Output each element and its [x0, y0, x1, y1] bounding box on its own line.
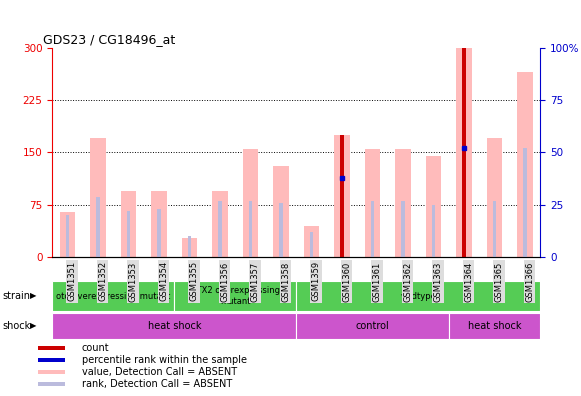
- Text: GSM1351: GSM1351: [67, 261, 77, 301]
- Text: rank, Detection Call = ABSENT: rank, Detection Call = ABSENT: [81, 379, 232, 389]
- Text: ▶: ▶: [30, 321, 37, 330]
- Text: GSM1357: GSM1357: [250, 261, 260, 302]
- Bar: [96, 196, 100, 257]
- Text: GSM1356: GSM1356: [220, 261, 229, 302]
- Bar: [518, 72, 533, 257]
- Text: GSM1363: GSM1363: [433, 261, 443, 302]
- Text: GSM1355: GSM1355: [189, 261, 199, 301]
- Text: otd overexpressing mutant: otd overexpressing mutant: [56, 291, 170, 301]
- Text: control: control: [356, 321, 389, 331]
- Bar: [188, 236, 191, 257]
- Bar: [462, 148, 466, 257]
- Text: GDS23 / CG18496_at: GDS23 / CG18496_at: [42, 33, 175, 46]
- Bar: [487, 139, 502, 257]
- Bar: [449, 313, 540, 339]
- Text: shock: shock: [3, 321, 31, 331]
- Text: heat shock: heat shock: [148, 321, 201, 331]
- Bar: [218, 201, 222, 257]
- Bar: [213, 191, 228, 257]
- Text: count: count: [81, 343, 109, 353]
- Text: GSM1360: GSM1360: [342, 261, 351, 302]
- Bar: [396, 149, 411, 257]
- Text: GSM1364: GSM1364: [464, 261, 473, 302]
- Bar: [426, 156, 441, 257]
- Bar: [296, 313, 449, 339]
- Bar: [274, 166, 289, 257]
- Bar: [38, 370, 65, 374]
- Bar: [401, 201, 405, 257]
- Bar: [365, 149, 380, 257]
- Bar: [296, 281, 540, 311]
- Text: GSM1358: GSM1358: [281, 261, 290, 302]
- Text: ▶: ▶: [30, 291, 37, 301]
- Bar: [174, 281, 296, 311]
- Bar: [249, 201, 252, 257]
- Text: heat shock: heat shock: [468, 321, 521, 331]
- Bar: [52, 281, 174, 311]
- Bar: [60, 212, 75, 257]
- Text: GSM1362: GSM1362: [403, 261, 412, 302]
- Bar: [121, 191, 136, 257]
- Bar: [38, 346, 65, 350]
- Bar: [371, 201, 374, 257]
- Bar: [66, 215, 69, 257]
- Text: GSM1352: GSM1352: [98, 261, 107, 301]
- Bar: [157, 209, 161, 257]
- Bar: [462, 48, 466, 257]
- Bar: [38, 358, 65, 362]
- Text: strain: strain: [3, 291, 31, 301]
- Bar: [304, 226, 319, 257]
- Text: value, Detection Call = ABSENT: value, Detection Call = ABSENT: [81, 367, 236, 377]
- Text: GSM1365: GSM1365: [494, 261, 504, 302]
- Bar: [279, 203, 283, 257]
- Bar: [91, 139, 106, 257]
- Text: GSM1354: GSM1354: [159, 261, 168, 301]
- Text: GSM1359: GSM1359: [311, 261, 321, 301]
- Bar: [432, 205, 435, 257]
- Bar: [340, 135, 344, 257]
- Bar: [52, 313, 296, 339]
- Text: OTX2 overexpressing
mutant: OTX2 overexpressing mutant: [191, 286, 280, 306]
- Bar: [523, 148, 527, 257]
- Text: GSM1366: GSM1366: [525, 261, 534, 302]
- Bar: [38, 382, 65, 386]
- Bar: [493, 201, 496, 257]
- Bar: [243, 149, 258, 257]
- Bar: [457, 48, 472, 257]
- Bar: [340, 178, 344, 257]
- Text: wildtype: wildtype: [400, 291, 436, 301]
- Bar: [335, 135, 350, 257]
- Text: GSM1361: GSM1361: [372, 261, 382, 302]
- Text: GSM1353: GSM1353: [128, 261, 138, 302]
- Bar: [127, 211, 130, 257]
- Bar: [310, 232, 313, 257]
- Text: percentile rank within the sample: percentile rank within the sample: [81, 355, 246, 365]
- Bar: [182, 238, 197, 257]
- Bar: [152, 191, 167, 257]
